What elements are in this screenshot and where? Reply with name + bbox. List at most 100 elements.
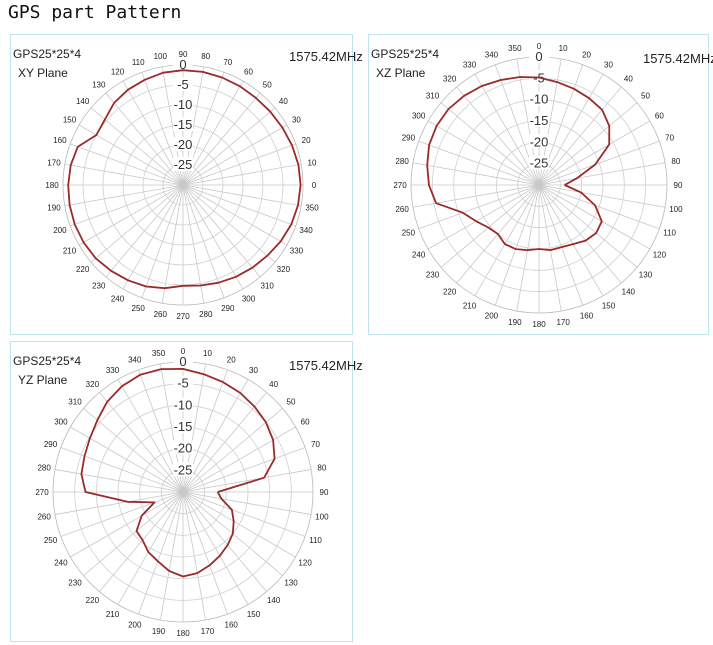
angle-tick-label: 10 bbox=[559, 44, 568, 53]
angle-tick-label: 30 bbox=[292, 116, 301, 125]
angle-tick-label: 0 bbox=[181, 347, 186, 356]
angle-tick-label: 180 bbox=[532, 320, 546, 329]
angle-tick-label: 20 bbox=[302, 136, 311, 145]
radial-tick-label: -15 bbox=[174, 419, 193, 434]
angle-tick-label: 280 bbox=[199, 310, 213, 319]
angle-tick-label: 220 bbox=[443, 287, 457, 296]
angle-tick-label: 140 bbox=[622, 287, 636, 296]
angle-tick-label: 90 bbox=[674, 181, 683, 190]
angle-tick-label: 200 bbox=[128, 620, 142, 629]
polar-chart-yz-plane: 0 -5 -10 -15 -20 -25 90 80 70 60 50 40 30 20 10 0 350 340… bbox=[10, 341, 363, 642]
angle-tick-label: 270 bbox=[35, 488, 49, 497]
angle-tick-label: 160 bbox=[580, 312, 594, 321]
angle-tick-label: 100 bbox=[315, 512, 329, 521]
radial-tick-bg bbox=[173, 57, 193, 71]
chart-name-label: GPS25*25*4 bbox=[371, 47, 440, 61]
angle-tick-label: 260 bbox=[395, 205, 409, 214]
angle-tick-label: 40 bbox=[279, 97, 288, 106]
angle-tick-label: 270 bbox=[393, 181, 407, 190]
angle-tick-label: 310 bbox=[426, 92, 440, 101]
angle-tick-label: 260 bbox=[154, 310, 168, 319]
radial-tick-label: -10 bbox=[174, 97, 193, 112]
radial-tick-bg bbox=[173, 440, 193, 455]
angle-tick-label: 190 bbox=[47, 204, 61, 213]
angle-tick-label: 240 bbox=[111, 294, 125, 303]
radial-tick-bg bbox=[529, 49, 549, 63]
angle-tick-label: 60 bbox=[301, 418, 310, 427]
frequency-label: 1575.42MHz bbox=[289, 358, 363, 373]
radial-tick-label: -15 bbox=[174, 117, 193, 132]
pattern-line bbox=[80, 367, 276, 578]
pattern-line bbox=[426, 76, 611, 252]
angle-tick-label: 240 bbox=[54, 559, 68, 568]
angle-tick-label: 160 bbox=[225, 620, 239, 629]
angle-tick-label: 100 bbox=[154, 52, 168, 61]
plane-label: XY Plane bbox=[18, 66, 68, 80]
angle-tick-label: 140 bbox=[267, 596, 281, 605]
angle-tick-label: 190 bbox=[508, 318, 522, 327]
radial-tick-bg bbox=[529, 113, 549, 127]
radial-tick-label: -10 bbox=[530, 92, 549, 107]
angle-tick-label: 110 bbox=[132, 58, 145, 67]
angle-tick-label: 200 bbox=[53, 226, 67, 235]
angle-tick-label: 330 bbox=[463, 61, 477, 70]
page-title: GPS part Pattern bbox=[8, 2, 182, 23]
angle-tick-label: 70 bbox=[665, 133, 674, 142]
angle-tick-label: 30 bbox=[249, 366, 258, 375]
angle-tick-label: 320 bbox=[277, 265, 291, 274]
radial-tick-bg bbox=[529, 134, 549, 149]
chart-name-label: GPS25*25*4 bbox=[13, 47, 82, 61]
angle-tick-label: 350 bbox=[152, 349, 166, 358]
angle-labels: 9080706050403020100350340330320310300290… bbox=[35, 347, 329, 638]
angle-tick-label: 110 bbox=[663, 229, 676, 238]
angle-tick-label: 280 bbox=[37, 464, 51, 473]
angle-tick-label: 340 bbox=[299, 226, 313, 235]
angle-tick-label: 120 bbox=[298, 559, 312, 568]
angle-tick-label: 250 bbox=[132, 304, 146, 313]
angle-tick-label: 30 bbox=[604, 61, 613, 70]
radial-tick-label: -25 bbox=[530, 156, 549, 171]
angle-tick-label: 310 bbox=[261, 281, 275, 290]
radial-tick-bg bbox=[173, 137, 193, 151]
angle-tick-label: 10 bbox=[308, 158, 317, 167]
angle-tick-label: 170 bbox=[201, 627, 215, 636]
angle-tick-label: 320 bbox=[86, 380, 100, 389]
plane-label: XZ Plane bbox=[376, 66, 426, 80]
angle-tick-label: 0 bbox=[312, 181, 317, 190]
radial-tick-bg bbox=[173, 157, 193, 171]
angle-tick-label: 230 bbox=[68, 579, 82, 588]
angle-tick-label: 20 bbox=[227, 356, 236, 365]
angle-tick-label: 130 bbox=[284, 579, 298, 588]
angle-tick-label: 80 bbox=[201, 52, 210, 61]
angle-tick-label: 340 bbox=[128, 356, 142, 365]
radial-tick-bg bbox=[173, 354, 193, 368]
angle-tick-label: 210 bbox=[463, 301, 477, 310]
radial-tick-label: -15 bbox=[530, 113, 549, 128]
angle-tick-label: 170 bbox=[556, 318, 570, 327]
frequency-label: 1575.42MHz bbox=[289, 49, 363, 64]
angle-tick-label: 180 bbox=[176, 629, 190, 638]
polar-plot: 0 -5 -10 -15 -20 -25 0 10 20 30 40 50 60 70 80 90 100 110… bbox=[45, 50, 319, 321]
angle-tick-label: 20 bbox=[582, 50, 591, 59]
polar-grid bbox=[52, 361, 314, 623]
angle-tick-label: 90 bbox=[320, 488, 329, 497]
angle-tick-label: 140 bbox=[76, 97, 90, 106]
angle-tick-label: 220 bbox=[86, 596, 100, 605]
angle-tick-label: 330 bbox=[290, 247, 304, 256]
angle-tick-label: 320 bbox=[443, 75, 457, 84]
radial-tick-labels: 0 -5 -10 -15 -20 -25 bbox=[173, 57, 193, 172]
angle-tick-label: 130 bbox=[639, 270, 653, 279]
angle-tick-label: 50 bbox=[287, 397, 296, 406]
angle-tick-label: 290 bbox=[402, 133, 416, 142]
radial-tick-label: -5 bbox=[177, 376, 189, 391]
radial-tick-bg bbox=[173, 375, 193, 390]
angle-tick-label: 80 bbox=[317, 464, 326, 473]
angle-tick-label: 60 bbox=[655, 112, 664, 121]
angle-tick-label: 120 bbox=[111, 68, 125, 77]
angle-tick-label: 260 bbox=[37, 512, 51, 521]
angle-tick-label: 300 bbox=[242, 294, 256, 303]
angle-tick-label: 350 bbox=[305, 204, 319, 213]
angle-tick-label: 240 bbox=[412, 251, 426, 260]
angle-tick-label: 310 bbox=[68, 397, 82, 406]
angle-tick-label: 180 bbox=[45, 181, 59, 190]
